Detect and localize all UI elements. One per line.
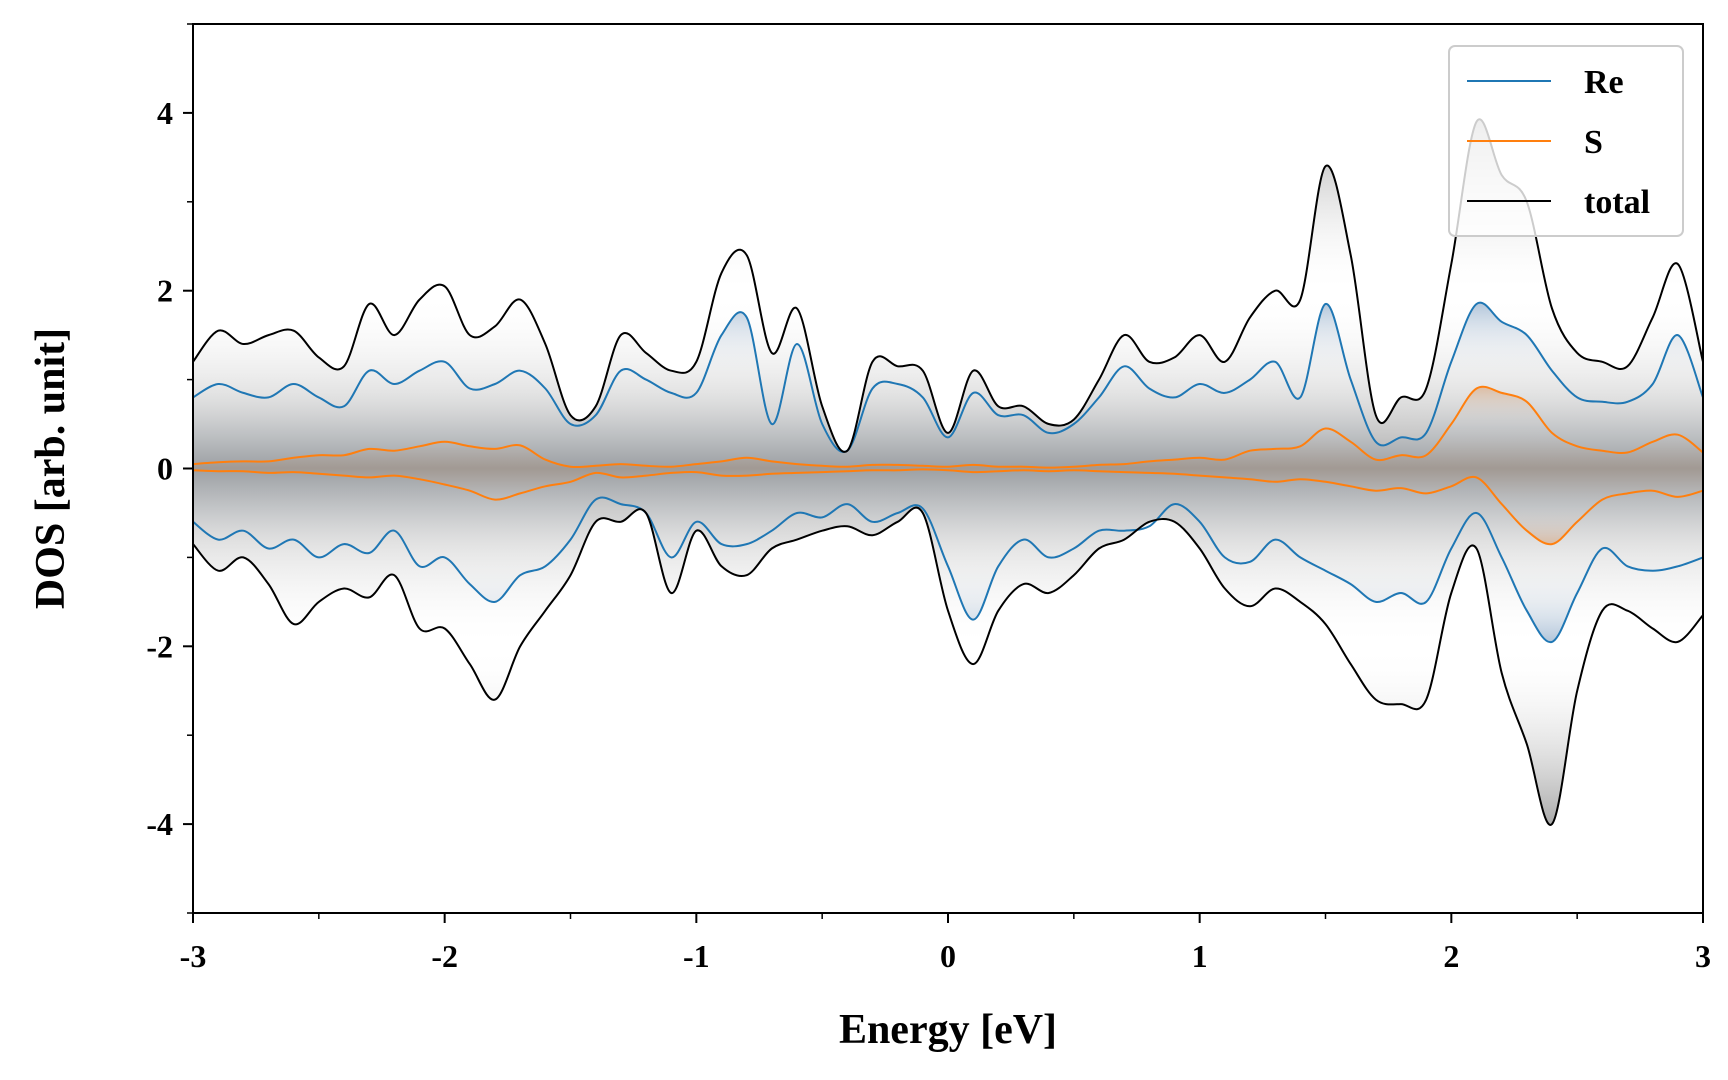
series-line-total-spin-down xyxy=(192,506,1704,826)
area-total-spin-up xyxy=(193,119,1703,469)
y-tick-label: 4 xyxy=(157,95,173,131)
x-axis-label: Energy [eV] xyxy=(839,1007,1057,1053)
series-line-re-spin-down xyxy=(192,496,1704,643)
legend-label-s: S xyxy=(1584,124,1603,161)
series-line-s-spin-down xyxy=(192,468,1704,546)
x-tick-label: -2 xyxy=(431,938,458,974)
legend-box xyxy=(1448,45,1684,237)
x-axis-ticks: -3 -2 -1 0 1 2 3 xyxy=(180,913,1711,974)
y-tick-label: 0 xyxy=(157,451,173,487)
x-tick-label: -3 xyxy=(180,938,207,974)
series-line-re-spin-up xyxy=(192,301,1704,453)
y-tick-label: -4 xyxy=(146,806,173,842)
x-tick-label: -1 xyxy=(683,938,710,974)
y-tick-label: -2 xyxy=(146,628,173,664)
legend-label-total: total xyxy=(1584,184,1650,221)
x-tick-label: 3 xyxy=(1695,938,1711,974)
x-tick-label: 2 xyxy=(1443,938,1459,974)
line-layer xyxy=(192,118,1704,826)
x-tick-label: 1 xyxy=(1192,938,1208,974)
y-tick-label: 2 xyxy=(157,273,173,309)
legend-label-re: Re xyxy=(1584,64,1624,101)
x-tick-label: 0 xyxy=(940,938,956,974)
y-axis-label: DOS [arb. unit] xyxy=(28,328,74,609)
y-axis-ticks: -4 -2 0 2 4 xyxy=(146,23,193,914)
area-total-spin-down xyxy=(193,468,1703,825)
fill-layer xyxy=(193,119,1703,825)
series-line-s-spin-up xyxy=(192,385,1704,469)
